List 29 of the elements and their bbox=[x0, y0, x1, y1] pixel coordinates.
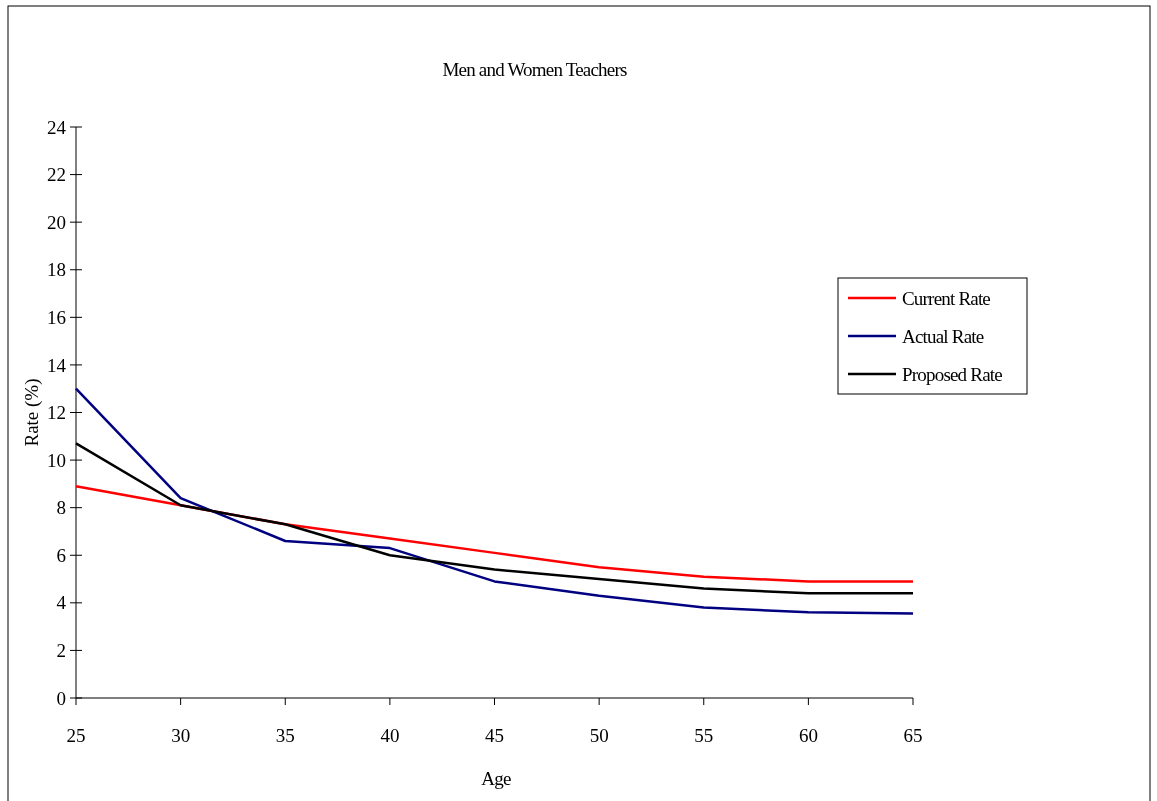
x-tick-label: 30 bbox=[171, 725, 191, 746]
x-tick-label: 60 bbox=[798, 725, 818, 746]
x-tick-label: 25 bbox=[66, 725, 86, 746]
x-tick-label: 55 bbox=[694, 725, 714, 746]
x-tick-label: 45 bbox=[485, 725, 504, 746]
line-series bbox=[74, 387, 915, 615]
y-tick-label: 18 bbox=[47, 259, 66, 281]
legend-label: Current Rate bbox=[902, 287, 991, 309]
y-tick-label: 12 bbox=[47, 402, 66, 424]
y-tick-label: 16 bbox=[47, 306, 66, 328]
y-tick-label: 24 bbox=[47, 116, 67, 138]
x-tick-label: 50 bbox=[589, 725, 609, 746]
x-tick-label: 65 bbox=[903, 725, 923, 746]
y-tick-label: 8 bbox=[56, 497, 66, 519]
y-tick-label: 4 bbox=[56, 592, 67, 614]
legend-label: Actual Rate bbox=[902, 325, 984, 347]
x-tick-label: 40 bbox=[380, 725, 400, 746]
y-tick-label: 10 bbox=[47, 449, 66, 471]
x-tick-label: 35 bbox=[275, 725, 295, 746]
legend-label: Proposed Rate bbox=[902, 363, 1003, 385]
y-tick-label: 6 bbox=[56, 544, 66, 566]
y-tick-label: 2 bbox=[56, 640, 66, 662]
y-tick-label: 20 bbox=[47, 211, 66, 233]
x-axis-title: Age bbox=[481, 768, 511, 789]
y-axis-title: Rate (%) bbox=[21, 378, 43, 447]
y-tick-label: 0 bbox=[56, 687, 66, 709]
y-tick-label: 22 bbox=[47, 164, 66, 186]
chart-title: Men and Women Teachers bbox=[442, 59, 627, 80]
y-tick-label: 14 bbox=[47, 354, 67, 376]
